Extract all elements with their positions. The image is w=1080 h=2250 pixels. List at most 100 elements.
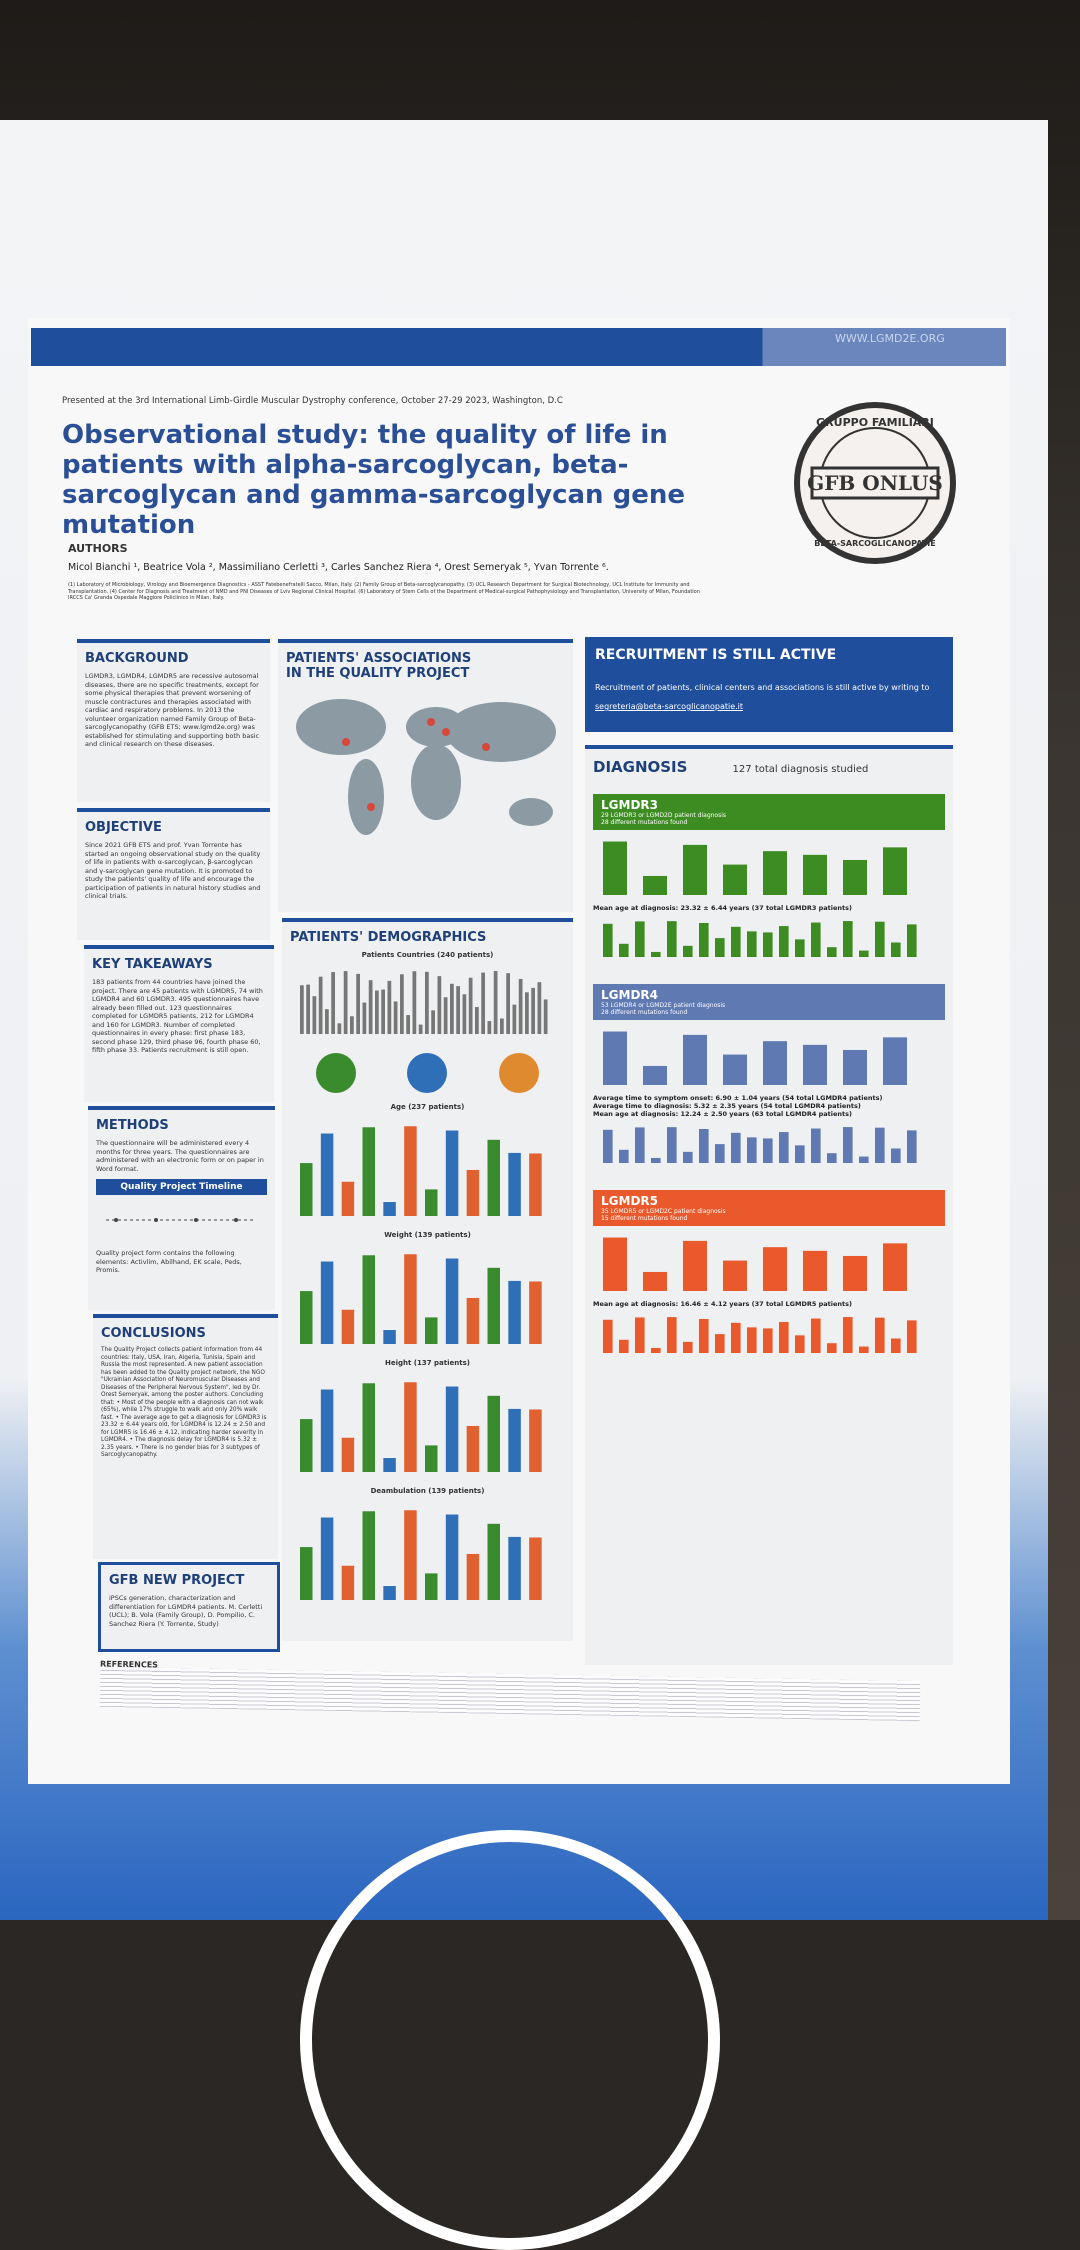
illustration-bar: [343, 971, 348, 1034]
illustration-bar: [827, 1343, 837, 1353]
illustration-bar: [341, 1565, 355, 1600]
pin: [367, 803, 375, 811]
illustration-bar: [811, 922, 821, 957]
illustration-bar: [811, 1128, 821, 1163]
illustration-bar: [341, 1181, 355, 1216]
pin: [482, 743, 490, 751]
logo-band: [810, 466, 940, 500]
illustration-bar: [699, 1128, 709, 1163]
illustration-bar: [300, 1547, 313, 1600]
illustration-bar: [466, 1169, 480, 1216]
illustration-bar: [404, 1126, 417, 1216]
methods-box: METHODS The questionnaire will be adminis…: [88, 1106, 275, 1310]
group-item: 29 LGMDR3 or LGMD2D patient diagnosis: [601, 812, 727, 819]
gender-pie: [407, 1053, 448, 1093]
illustration-bar: [425, 971, 429, 1034]
illustration-bar: [779, 1132, 789, 1163]
illustration-bar: [803, 854, 827, 895]
chart-illustration: [603, 1127, 917, 1163]
illustration-bar: [383, 1330, 396, 1344]
heading: OBJECTIVE: [85, 820, 162, 835]
illustration-bar: [412, 971, 417, 1034]
illustration-bar: [425, 1573, 438, 1600]
illustration-bar: [481, 972, 485, 1034]
dot: [114, 1218, 118, 1222]
illustration-bar: [883, 1037, 907, 1085]
illustration-bar: [875, 1127, 885, 1163]
illustration-bar: [907, 924, 917, 957]
chart-illustration: [603, 1237, 907, 1291]
group-name: LGMDR5: [601, 1194, 658, 1208]
illustration-bar: [843, 1127, 853, 1163]
illustration-bar: [383, 1202, 396, 1216]
illustration-bar: [683, 945, 693, 957]
takeaways-box: KEY TAKEAWAYS 183 patients from 44 countr…: [84, 945, 274, 1102]
illustration-bar: [651, 1157, 661, 1163]
logo: GRUPPO FAMILIARI GFB ONLUS BETA-SARCOGLI…: [794, 402, 956, 564]
illustration-bar: [383, 1586, 396, 1600]
illustration-bar: [450, 983, 454, 1034]
illustration-bar: [651, 1347, 661, 1353]
text: The questionnaire will be administered e…: [96, 1139, 264, 1173]
illustration-bar: [747, 931, 757, 957]
dot: [154, 1218, 158, 1222]
illustration-bar: [907, 1130, 917, 1163]
illustration-bar: [779, 926, 789, 957]
logo-bottom: BETA-SARCOGLICANOPATIE: [814, 539, 936, 548]
illustration-bar: [891, 1338, 901, 1353]
chart-title: Weight (139 patients): [384, 1231, 471, 1239]
recruitment-box: RECRUITMENT IS STILL ACTIVE Recruitment …: [585, 637, 953, 732]
illustration-bar: [493, 971, 498, 1034]
illustration-bar: [603, 923, 613, 957]
illustration-bar: [667, 1127, 677, 1163]
presented: Presented at the 3rd International Limb-…: [62, 396, 563, 406]
logo-top: GRUPPO FAMILIARI: [816, 416, 934, 429]
group-note: Average time to diagnosis: 5.32 ± 2.35 y…: [593, 1102, 861, 1110]
timeline: [106, 1218, 256, 1222]
group-header: LGMDR3 29 LGMDR3 or LGMD2D patient diagno…: [593, 794, 945, 830]
heading: CONCLUSIONS: [101, 1326, 206, 1341]
illustration-bar: [843, 1255, 867, 1291]
illustration-bar: [907, 1320, 917, 1353]
illustration-bar: [445, 1130, 459, 1216]
group-note: Mean age at diagnosis: 23.32 ± 6.44 year…: [593, 904, 852, 912]
illustration-bar: [529, 1537, 542, 1600]
illustration-bar: [699, 922, 709, 957]
chart-illustration: [603, 1317, 917, 1353]
authors: Micol Bianchi ¹, Beatrice Vola ², Massim…: [68, 562, 609, 573]
illustration-bar: [350, 1016, 354, 1034]
footer: Quality project form contains the follow…: [96, 1249, 242, 1274]
illustration-bar: [487, 1267, 500, 1344]
authors-heading: AUTHORS: [68, 542, 128, 555]
timeline-title: Quality Project Timeline: [96, 1179, 267, 1195]
illustration-bar: [763, 851, 787, 895]
associations-box: PATIENTS' ASSOCIATIONS IN THE QUALITY PR…: [278, 639, 573, 912]
heading: GFB NEW PROJECT: [109, 1573, 245, 1588]
group-name: LGMDR4: [601, 988, 658, 1002]
illustration-bar: [651, 951, 661, 957]
group-item: 53 LGMDR4 or LGMD2E patient diagnosis: [601, 1002, 726, 1009]
group-note: Mean age at diagnosis: 16.46 ± 4.12 year…: [593, 1300, 852, 1308]
group-item: 15 different mutations found: [601, 1215, 688, 1222]
illustration-bar: [320, 1261, 334, 1344]
stand-logo: [300, 1830, 720, 2250]
illustration-bar: [387, 980, 392, 1034]
group-item: 28 different mutations found: [601, 1009, 688, 1016]
continent: [509, 798, 553, 826]
email[interactable]: segreteria@beta-sarcoglicanopatie.it: [595, 702, 744, 711]
title: Observational study: the quality of life…: [62, 420, 685, 540]
illustration-bar: [320, 1389, 334, 1472]
illustration-bar: [404, 1382, 417, 1472]
illustration-bar: [381, 989, 385, 1034]
illustration-bar: [603, 1237, 627, 1291]
illustration-bar: [723, 1260, 747, 1291]
illustration-bar: [811, 1318, 821, 1353]
illustration-bar: [715, 1334, 725, 1353]
illustration-bar: [508, 1152, 521, 1216]
chart-title: Age (237 patients): [390, 1103, 465, 1111]
illustration-bar: [487, 1523, 500, 1600]
illustration-bar: [508, 1408, 521, 1472]
background-box: BACKGROUND LGMDR3, LGMDR4, LGMDR5 are rec…: [77, 639, 270, 802]
text: iPSCs generation, characterization and d…: [109, 1594, 263, 1628]
group-item: 28 different mutations found: [601, 819, 688, 826]
